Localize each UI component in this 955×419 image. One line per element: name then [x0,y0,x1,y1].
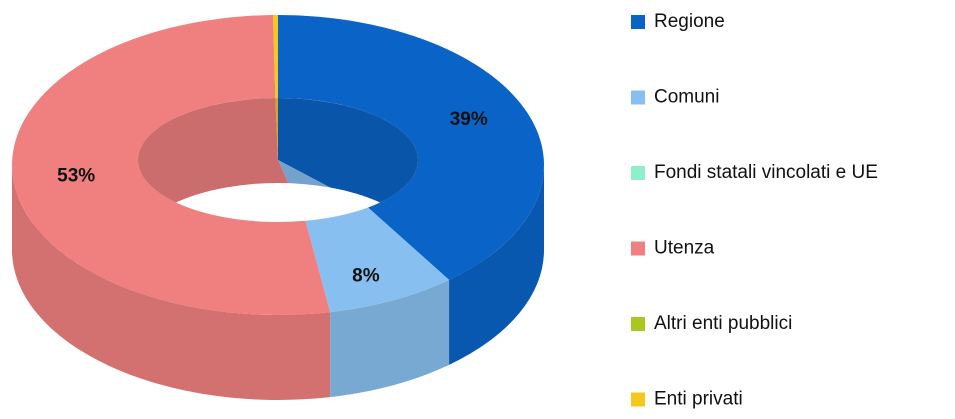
legend-label: Fondi statali vincolati e UE [654,162,878,183]
labels: 39% 8% 53% [57,109,488,287]
slice [305,207,450,313]
legend-swatch [631,241,645,256]
side-walls [12,165,544,400]
slice [11,15,331,315]
legend-swatch [631,15,645,29]
data-label: 53% [57,166,95,187]
side-wall [449,165,544,365]
legend-swatch [631,392,645,407]
legend-label: Enti privati [654,389,743,410]
side-wall [12,165,331,400]
legend-swatch [631,90,645,105]
legend-swatch [631,166,645,180]
data-label: 8% [352,266,380,287]
legend-label: Regione [654,11,725,32]
legend-label: Altri enti pubblici [654,313,792,334]
slice [278,15,544,280]
legend-label: Comuni [654,87,719,108]
legend: Regione Comuni Fondi statali vincolati e U… [631,11,878,410]
slice [273,15,278,99]
side-wall [330,279,450,398]
inner-wall [274,98,278,160]
data-label: 39% [450,109,488,130]
top-faces [11,15,544,315]
legend-swatch [631,317,645,331]
legend-label: Utenza [654,238,715,259]
